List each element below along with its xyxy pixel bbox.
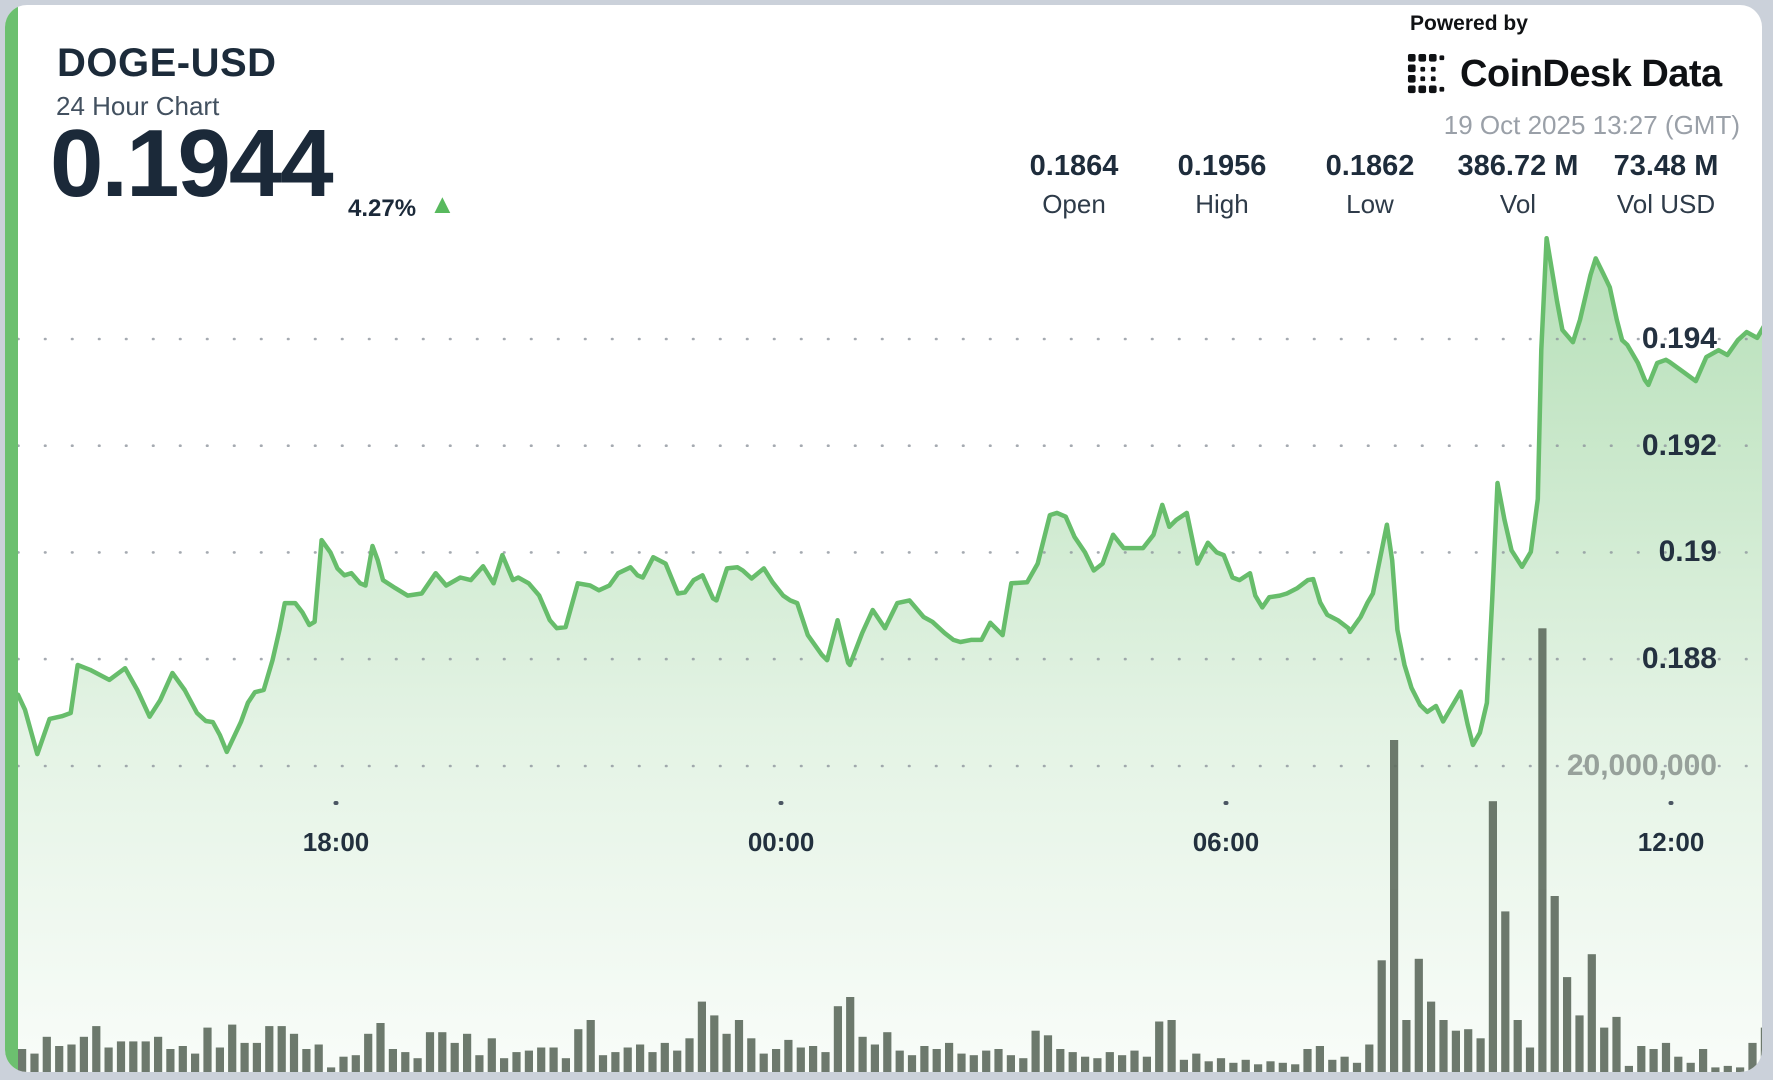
- time-axis-label: 18:00: [302, 827, 370, 857]
- time-axis-label: 06:00: [1192, 827, 1260, 857]
- card-accent-strip: [5, 5, 18, 1072]
- price-line: [15, 235, 1762, 757]
- time-axis-tick: [1668, 801, 1674, 805]
- symbol-title: DOGE-USD: [57, 41, 277, 85]
- stat-high-label: High: [1195, 189, 1249, 219]
- stat-open-value: 0.1864: [1029, 150, 1119, 182]
- volume-axis-label: 20,000,000: [1566, 749, 1717, 782]
- volume-bars: [18, 628, 1762, 1072]
- stat-low-label: Low: [1346, 189, 1394, 219]
- stat-vol-usd-value: 73.48 M: [1613, 150, 1719, 182]
- price-axis-label: 0.19: [1658, 535, 1717, 569]
- stat-vol: 386.72 M Vol: [1444, 151, 1592, 220]
- time-axis-label: 12:00: [1637, 827, 1705, 857]
- price-axis-label: 0.192: [1641, 428, 1717, 462]
- stat-high-value: 0.1956: [1177, 150, 1267, 182]
- current-price: 0.1944: [50, 110, 334, 217]
- price-area-fill: [18, 238, 1762, 1072]
- time-axis-tick: [333, 801, 339, 805]
- time-axis-label: 00:00: [747, 827, 815, 857]
- stat-vol-label: Vol: [1499, 189, 1537, 219]
- stat-open: 0.1864 Open: [1000, 151, 1148, 220]
- stat-vol-usd: 73.48 M Vol USD: [1592, 151, 1740, 220]
- stat-high: 0.1956 High: [1148, 151, 1296, 220]
- price-axis-label: 0.194: [1641, 322, 1717, 355]
- price-change-percent: 4.27%: [348, 195, 417, 222]
- time-axis-tick: [778, 801, 784, 805]
- powered-by-label: Powered by: [1410, 12, 1528, 35]
- coindesk-brand[interactable]: CoinDesk Data: [1407, 51, 1722, 97]
- stat-open-label: Open: [1042, 189, 1106, 219]
- price-axis-label: 0.188: [1641, 642, 1717, 676]
- chart-subtitle: 24 Hour Chart: [56, 91, 220, 121]
- axis-layer: 0.194 0.192 0.19 0.188 20,000,000 18:00 00:00 0…: [5, 5, 1762, 1072]
- chart-timestamp: 19 Oct 2025 13:27 (GMT): [1443, 110, 1740, 140]
- chart-card: 0.194 0.192 0.19 0.188 20,000,000 18:00 00:00 0…: [5, 5, 1762, 1072]
- stat-vol-usd-label: Vol USD: [1616, 189, 1716, 219]
- coindesk-brand-text: CoinDesk Data: [1460, 52, 1722, 95]
- coindesk-logo-icon: [1407, 53, 1445, 94]
- stat-low: 0.1862 Low: [1296, 151, 1444, 220]
- ohlc-stats-row: 0.1864 Open 0.1956 High 0.1862 Low 386.7…: [1000, 151, 1740, 220]
- time-axis-tick: [1223, 801, 1229, 805]
- up-triangle-icon: ▲: [429, 189, 456, 219]
- stat-low-value: 0.1862: [1325, 150, 1415, 182]
- price-volume-chart[interactable]: [5, 5, 1762, 1072]
- stat-vol-value: 386.72 M: [1457, 150, 1579, 182]
